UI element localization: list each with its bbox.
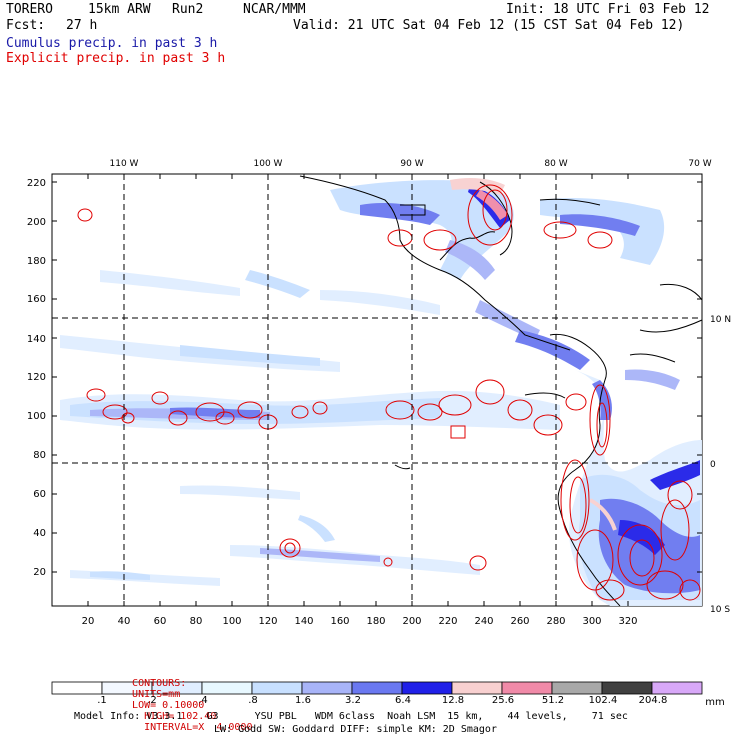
colorbar-swatch <box>601 681 653 695</box>
org-label: NCAR/MMM <box>243 2 306 17</box>
longitude-labels: 110 W 100 W 90 W 80 W 70 W <box>110 159 712 169</box>
x-tick-label: 240 <box>474 616 493 627</box>
latitude-labels: 10 N 0 10 S <box>710 315 731 615</box>
colorbar-label: .1 <box>97 695 107 706</box>
colorbar-label: 6.4 <box>395 695 411 706</box>
lon-label: 110 W <box>110 159 139 169</box>
forecast-label: Fcst: <box>6 18 46 33</box>
model-info-line1: Model Info: V3.3.1 G3 YSU PBL WDM 6class… <box>74 711 628 722</box>
y-tick-label: 80 <box>33 450 46 461</box>
y-tick-label: 40 <box>33 528 46 539</box>
graticule <box>52 174 702 606</box>
contours-high: HIGH= 102.40 <box>144 711 217 722</box>
colorbar-label: 1.6 <box>295 695 311 706</box>
x-tick-label: 180 <box>366 616 385 627</box>
colorbar-label: 102.4 <box>588 695 618 706</box>
colorbar-label: 3.2 <box>345 695 361 706</box>
colorbar-swatch <box>451 681 503 695</box>
colorbar-label: 51.2 <box>541 695 565 706</box>
contours-info: CONTOURS: UNITS=mm LOW= 0.10000 HIGH= 10… <box>120 667 252 733</box>
y-tick-label: 220 <box>27 178 46 189</box>
contours-interval: INTERVAL=X 4.0000 <box>144 722 253 733</box>
field-title-cumulus: Cumulus precip. in past 3 h <box>6 36 218 51</box>
cumulus-precip-shading <box>60 177 702 606</box>
x-tick-label: 140 <box>294 616 313 627</box>
y-tick-label: 20 <box>33 567 46 578</box>
colorbar-swatch <box>351 681 403 695</box>
y-axis-labels: 220 200 180 160 140 120 100 80 60 40 20 <box>27 178 46 578</box>
lat-label: 10 N <box>710 315 731 325</box>
x-tick-label: 20 <box>82 616 95 627</box>
x-tick-label: 200 <box>402 616 421 627</box>
lon-label: 90 W <box>400 159 423 169</box>
lon-label: 80 W <box>544 159 567 169</box>
colorbar-swatch <box>501 681 553 695</box>
colorbar-swatch <box>251 681 303 695</box>
colorbar-swatch <box>551 681 603 695</box>
x-tick-label: 320 <box>618 616 637 627</box>
x-tick-label: 100 <box>222 616 241 627</box>
lat-label: 10 S <box>710 605 730 615</box>
colorbar-label: 204.8 <box>638 695 668 706</box>
colorbar-unit: mm <box>705 697 725 708</box>
colorbar-swatch <box>51 681 103 695</box>
x-axis-labels: 20 40 60 80 100 120 140 160 180 200 220 … <box>82 616 638 627</box>
colorbar-label: .2 <box>147 695 157 706</box>
contours-label: CONTOURS: <box>132 678 187 689</box>
x-tick-label: 40 <box>118 616 131 627</box>
x-tick-label: 220 <box>438 616 457 627</box>
colorbar <box>51 681 703 695</box>
y-tick-label: 100 <box>27 411 46 422</box>
coastlines <box>299 175 703 607</box>
x-tick-label: 80 <box>190 616 203 627</box>
y-tick-label: 120 <box>27 372 46 383</box>
x-tick-label: 60 <box>154 616 167 627</box>
colorbar-label: 25.6 <box>491 695 515 706</box>
resolution-label: 15km ARW <box>88 2 151 17</box>
y-tick-label: 140 <box>27 334 46 345</box>
lat-label: 0 <box>710 460 716 470</box>
lon-label: 70 W <box>688 159 711 169</box>
x-tick-label: 280 <box>546 616 565 627</box>
run-label: Run2 <box>172 2 204 17</box>
x-tick-label: 160 <box>330 616 349 627</box>
model-name: TORERO <box>6 2 53 17</box>
lon-label: 100 W <box>254 159 283 169</box>
axis-ticks <box>52 174 702 606</box>
x-tick-label: 260 <box>510 616 529 627</box>
y-tick-label: 60 <box>33 489 46 500</box>
colorbar-label: .4 <box>198 695 208 706</box>
colorbar-swatch <box>301 681 353 695</box>
colorbar-swatch <box>401 681 453 695</box>
colorbar-label: .8 <box>248 695 258 706</box>
y-tick-label: 180 <box>27 256 46 267</box>
field-title-explicit: Explicit precip. in past 3 h <box>6 51 226 66</box>
model-info-line2: LW: Godd SW: Goddard DIFF: simple KM: 2D… <box>214 724 497 735</box>
colorbar-swatch <box>651 681 703 695</box>
y-tick-label: 200 <box>27 217 46 228</box>
contours-units: UNITS=mm <box>132 689 181 700</box>
forecast-hours: 27 h <box>66 18 98 33</box>
init-time: Init: 18 UTC Fri 03 Feb 12 <box>506 2 710 17</box>
x-tick-label: 300 <box>582 616 601 627</box>
valid-time: Valid: 21 UTC Sat 04 Feb 12 (15 CST Sat … <box>293 18 685 33</box>
contours-low: LOW= 0.10000 <box>132 700 205 711</box>
colorbar-label: 12.8 <box>441 695 465 706</box>
x-tick-label: 120 <box>258 616 277 627</box>
y-tick-label: 160 <box>27 294 46 305</box>
